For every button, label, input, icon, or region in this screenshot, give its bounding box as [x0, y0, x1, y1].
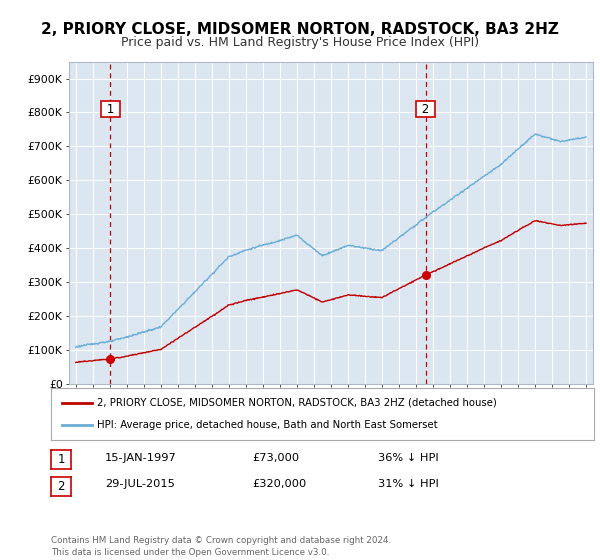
Text: 2, PRIORY CLOSE, MIDSOMER NORTON, RADSTOCK, BA3 2HZ: 2, PRIORY CLOSE, MIDSOMER NORTON, RADSTO… [41, 22, 559, 38]
Text: 36% ↓ HPI: 36% ↓ HPI [378, 452, 439, 463]
Text: HPI: Average price, detached house, Bath and North East Somerset: HPI: Average price, detached house, Bath… [97, 420, 438, 430]
Text: 29-JUL-2015: 29-JUL-2015 [105, 479, 175, 489]
Text: 1: 1 [103, 102, 118, 115]
Text: 15-JAN-1997: 15-JAN-1997 [105, 452, 177, 463]
Text: 2, PRIORY CLOSE, MIDSOMER NORTON, RADSTOCK, BA3 2HZ (detached house): 2, PRIORY CLOSE, MIDSOMER NORTON, RADSTO… [97, 398, 497, 408]
Text: 2: 2 [418, 102, 433, 115]
Text: Contains HM Land Registry data © Crown copyright and database right 2024.
This d: Contains HM Land Registry data © Crown c… [51, 536, 391, 557]
Text: £320,000: £320,000 [252, 479, 306, 489]
Text: 2: 2 [58, 479, 65, 493]
Text: £73,000: £73,000 [252, 452, 299, 463]
Text: Price paid vs. HM Land Registry's House Price Index (HPI): Price paid vs. HM Land Registry's House … [121, 36, 479, 49]
Text: 1: 1 [58, 452, 65, 466]
Text: 31% ↓ HPI: 31% ↓ HPI [378, 479, 439, 489]
